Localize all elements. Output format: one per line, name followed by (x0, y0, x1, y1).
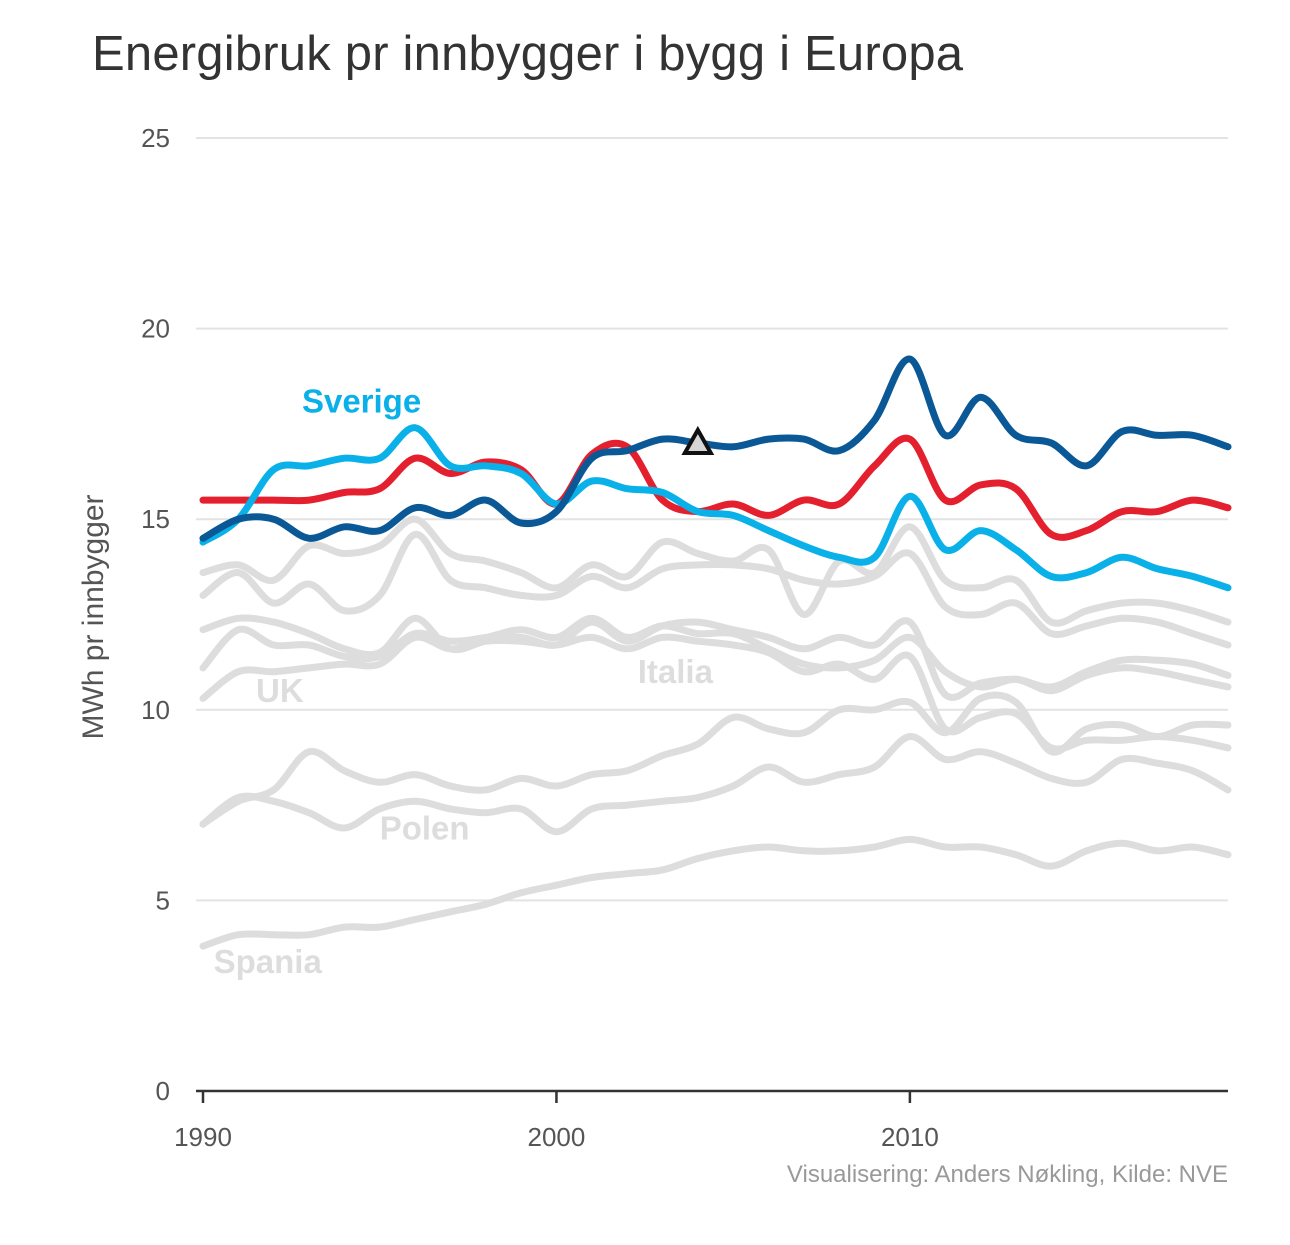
series-line-3 (199, 614, 1232, 695)
triangle-marker-icon (681, 425, 715, 455)
marker (681, 425, 715, 455)
series-line-uk (199, 614, 1232, 701)
x-tick-label: 2000 (528, 1122, 586, 1152)
y-tick-label: 0 (156, 1076, 170, 1106)
y-tick-label: 15 (141, 504, 170, 534)
annotation-label: Spania (214, 943, 323, 980)
annotation-label: UK (256, 672, 304, 709)
series-line-spania (199, 835, 1232, 950)
series-line-sverige (199, 424, 1232, 592)
series-line-5 (199, 691, 1232, 828)
chart-title: Energibruk pr innbygger i bygg i Europa (92, 27, 964, 81)
series-line-0 (199, 515, 1232, 627)
y-tick-label: 25 (141, 123, 170, 153)
credit-text: Visualisering: Anders Nøkling, Kilde: NV… (787, 1161, 1228, 1188)
annotation-label: Italia (638, 653, 714, 690)
series-lines (199, 355, 1232, 950)
series-line-8 (199, 434, 1232, 541)
series-line-10 (199, 355, 1232, 542)
y-tick-label: 10 (141, 695, 170, 725)
x-tick-label: 2010 (881, 1122, 939, 1152)
y-tick-label: 20 (141, 314, 170, 344)
annotation-label: Polen (380, 809, 470, 846)
series-annotations: Sverige UK Italia Polen Spania (214, 382, 714, 979)
y-axis-label: MWh pr innbygger (77, 494, 110, 739)
y-tick-label: 5 (156, 885, 170, 915)
x-axis: 1990 2000 2010 (174, 1089, 1228, 1152)
y-tick-labels: 0 5 10 15 20 25 (141, 123, 170, 1106)
series-line-polen (199, 733, 1232, 836)
series-line-italia (199, 633, 1232, 753)
annotation-label: Sverige (302, 382, 421, 419)
x-tick-label: 1990 (174, 1122, 232, 1152)
series-line-1 (199, 530, 1232, 649)
gridlines (196, 137, 1228, 902)
